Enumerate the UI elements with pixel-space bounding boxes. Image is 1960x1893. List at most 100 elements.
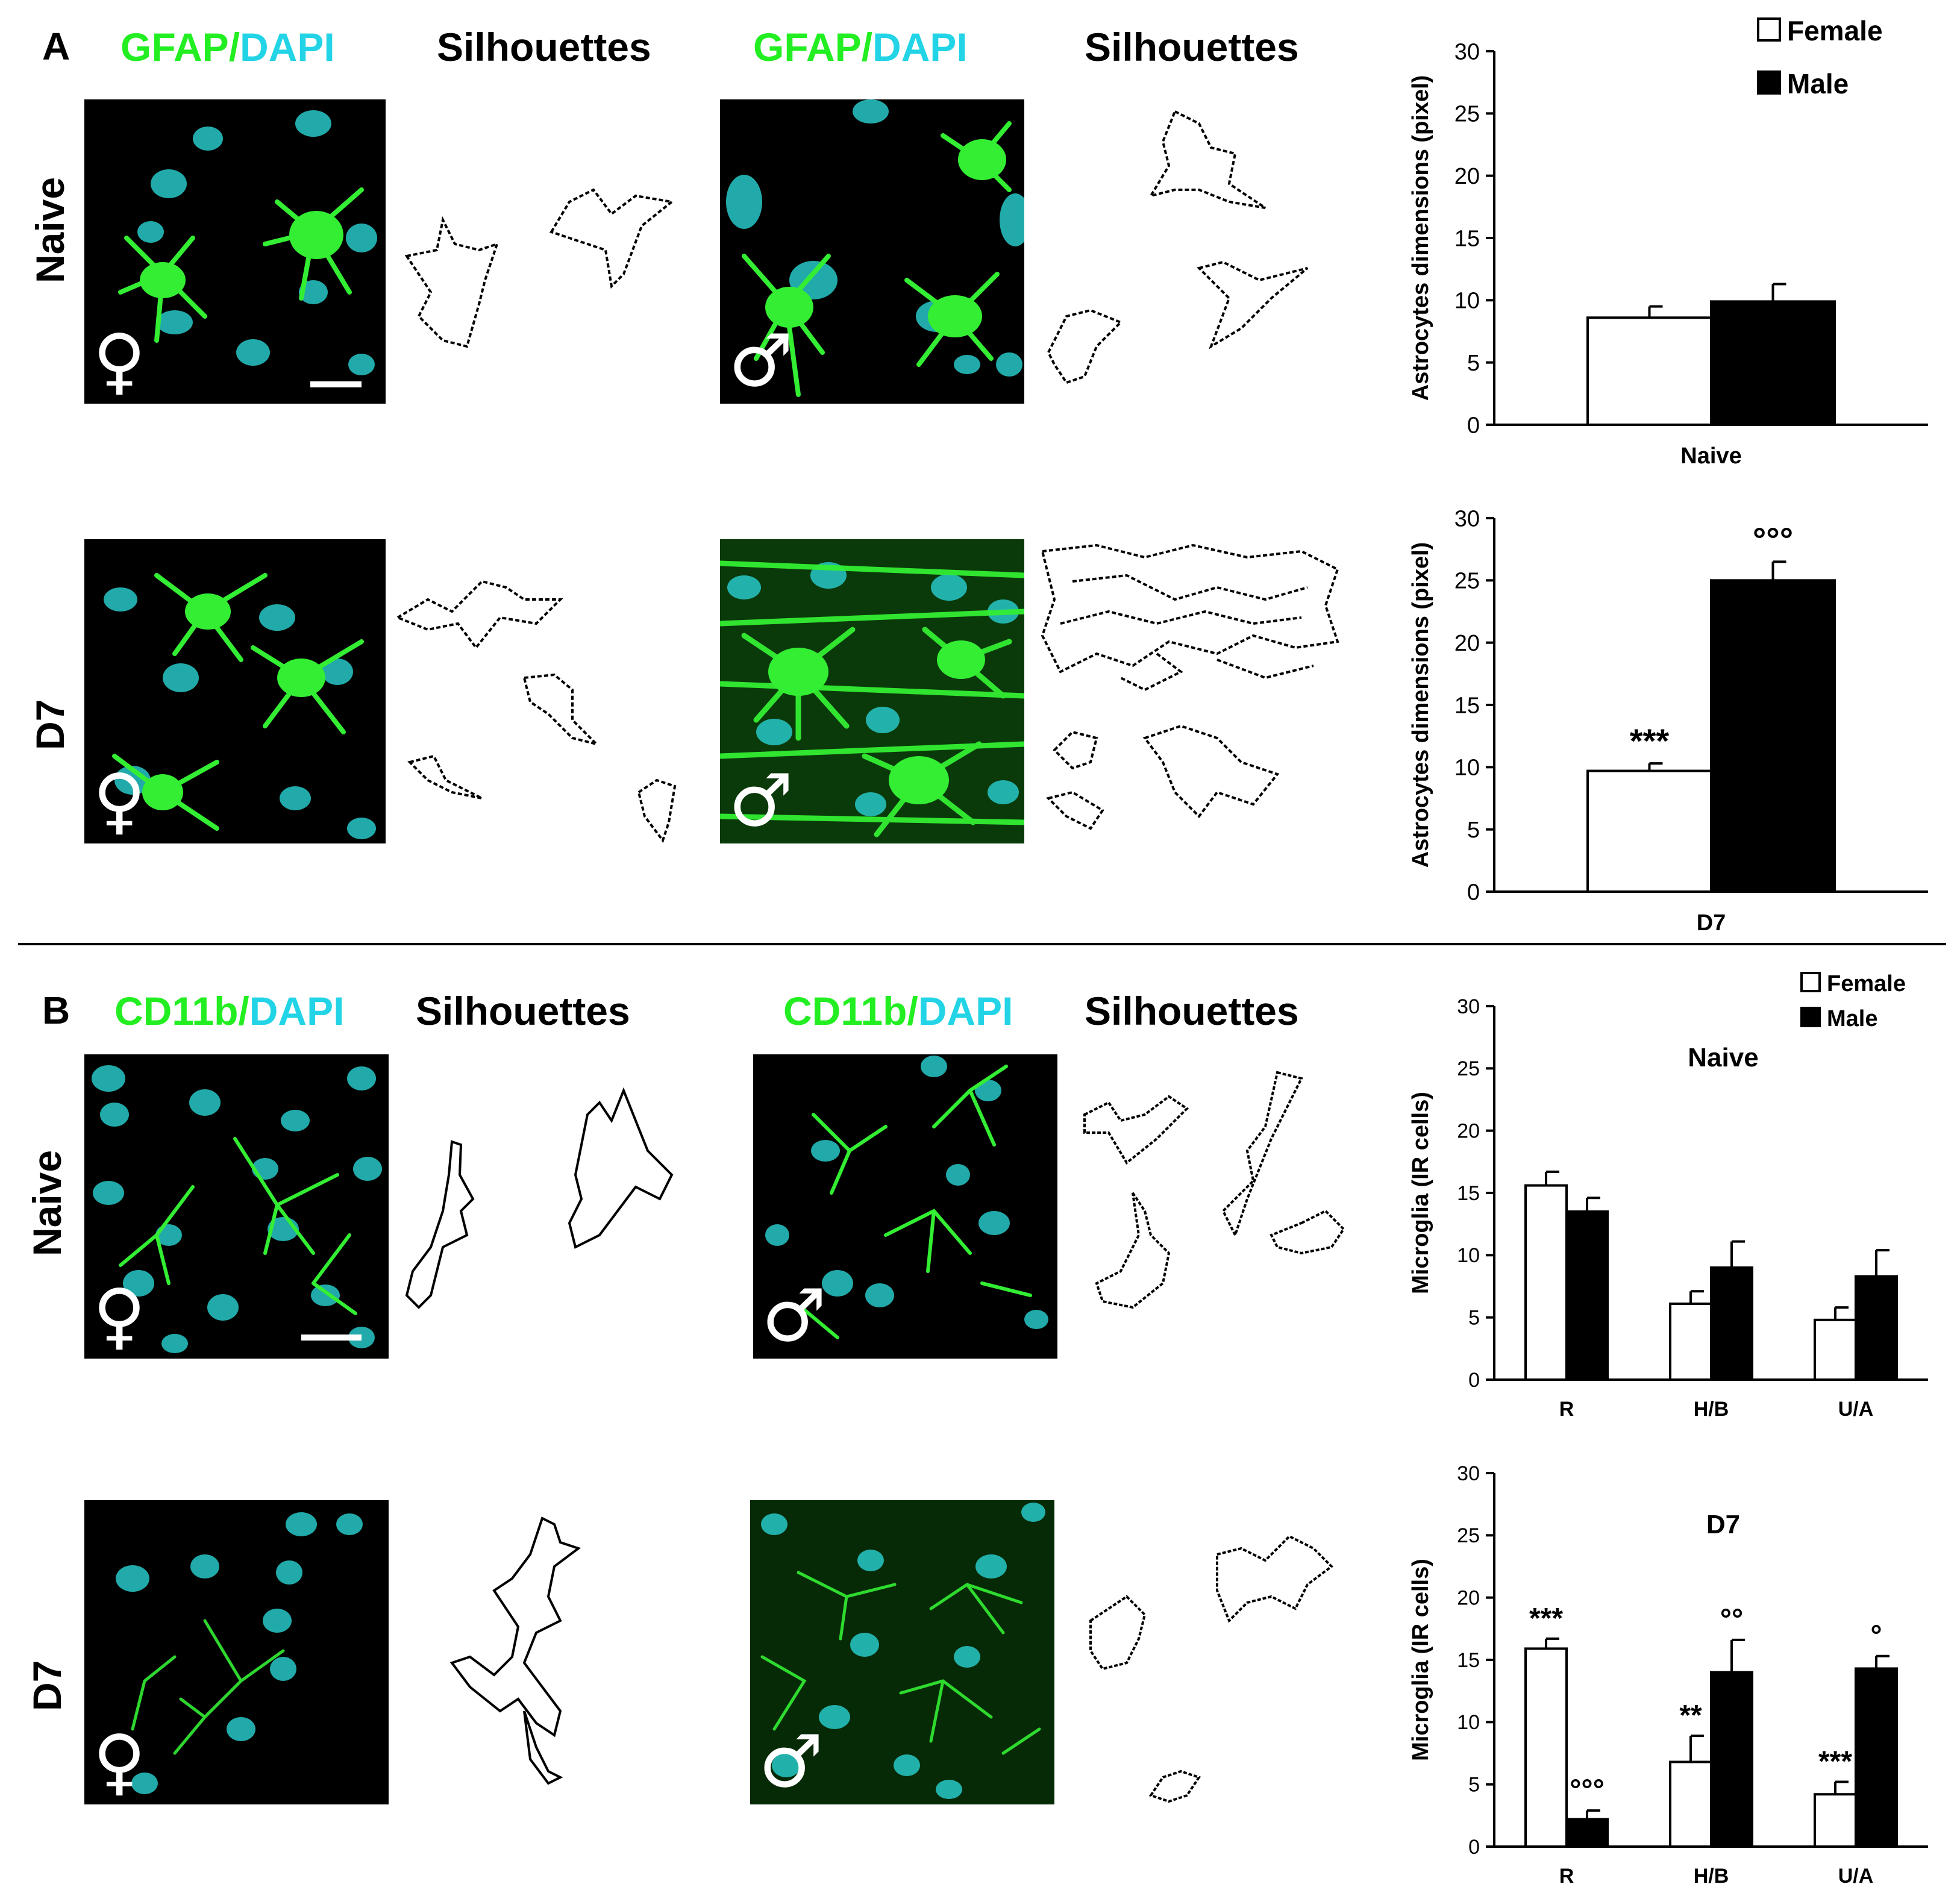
micrograph-gfap-female-d7: ♀: [84, 539, 386, 843]
x-tick-label: H/B: [1694, 1865, 1729, 1888]
micrograph-image: [750, 1500, 1054, 1804]
bar: [1524, 1647, 1568, 1848]
dapi-label: DAPI: [249, 989, 345, 1033]
y-tick-label: 0: [1467, 413, 1480, 438]
silhouettes-male-naive: [1030, 99, 1344, 404]
stain-label: CD11b: [783, 989, 907, 1033]
bar: [1524, 1184, 1568, 1381]
stain-label: CD11b: [114, 989, 239, 1033]
row-label-d7-b: D7: [25, 1660, 69, 1711]
male-symbol-icon: ♂: [728, 759, 794, 843]
micrograph-cd11b-female-d7: ♀: [84, 1500, 389, 1804]
x-tick-label: R: [1559, 1398, 1574, 1421]
micrograph-image: [765, 1056, 1048, 1339]
bar: [1586, 769, 1712, 893]
y-tick-label: 30: [1457, 995, 1480, 1018]
scale-bar: [310, 381, 362, 387]
y-tick-label: 25: [1457, 1524, 1480, 1547]
micrograph-image: [92, 1065, 382, 1353]
chart-inner-title: Naive: [1688, 1043, 1758, 1072]
dapi-label: DAPI: [872, 25, 968, 69]
y-tick-label: 0: [1468, 1836, 1480, 1859]
significance-mark: °: [1870, 1620, 1882, 1652]
y-tick-label: 5: [1467, 351, 1480, 376]
significance-mark: ***: [1818, 1746, 1852, 1778]
chart-astrocytes-d7: 0 5 10 15 20 25 30 Astrocytes dimensions (pixel…: [1408, 506, 1928, 934]
row-label-d7-a: D7: [28, 699, 72, 750]
silhouette-outlines: [1047, 110, 1309, 384]
legend-swatch: [1757, 70, 1781, 95]
micrograph-image: [104, 573, 376, 839]
y-axis-label: Astrocytes dimensions (pixel): [1408, 542, 1433, 868]
y-tick-label: 20: [1454, 631, 1480, 656]
y-tick-label: 10: [1457, 1244, 1480, 1267]
y-tick-label: 5: [1468, 1307, 1480, 1330]
bar: [1855, 1667, 1898, 1848]
y-tick-label: 20: [1457, 1587, 1480, 1610]
bar: [1710, 1266, 1753, 1381]
bar: [1710, 1671, 1753, 1848]
stain-label: GFAP: [121, 25, 229, 69]
header-silhouettes-1: Silhouettes: [437, 25, 651, 69]
legend-swatch: [1800, 972, 1821, 992]
chart-microglia-naive: 0 5 10 15 20 25 30 Microglia (IR cells) R H/B U/A N…: [1408, 971, 1928, 1421]
significance-mark: **: [1679, 1700, 1702, 1732]
y-tick-label: 25: [1454, 569, 1480, 594]
micrograph-cd11b-female-naive: ♀: [84, 1054, 389, 1359]
micrograph-image: [118, 110, 377, 375]
male-symbol-icon: ♂: [762, 1274, 827, 1358]
micrograph-gfap-male-naive: ♂: [720, 99, 1024, 404]
y-tick-label: 20: [1454, 164, 1480, 189]
panel-letter-b: B: [42, 989, 70, 1032]
silhouettes-female-d7-b: [434, 1506, 627, 1789]
silhouette-outlines: [1089, 1535, 1334, 1803]
bar: [1669, 1302, 1712, 1381]
bar: [1814, 1318, 1857, 1381]
x-tick-label: U/A: [1838, 1865, 1874, 1888]
row-label-naive-a: Naive: [28, 177, 72, 283]
x-tick-label: R: [1559, 1865, 1574, 1888]
significance-mark: °°°: [1570, 1774, 1605, 1806]
header-gfap-dapi-1: GFAP/DAPI: [121, 24, 335, 70]
row-label-naive-b: Naive: [25, 1150, 69, 1256]
silhouettes-male-naive-b: [1072, 1054, 1362, 1359]
legend-label: Female: [1787, 15, 1883, 46]
x-tick-label: U/A: [1838, 1398, 1874, 1421]
x-tick-label: D7: [1697, 910, 1726, 934]
female-symbol-icon: ♀: [93, 1720, 146, 1804]
stain-label: GFAP: [753, 25, 862, 69]
y-tick-label: 5: [1467, 818, 1480, 843]
y-tick-label: 30: [1454, 506, 1480, 531]
x-tick-label: Naive: [1680, 443, 1741, 467]
silhouette-outlines: [1041, 543, 1339, 830]
legend-swatch: [1800, 1007, 1821, 1027]
bar: [1710, 300, 1836, 426]
x-tick-label: H/B: [1694, 1398, 1729, 1421]
header-cd11b-dapi-1: CD11b/DAPI: [114, 988, 344, 1034]
silhouette-outlines: [1083, 1071, 1345, 1309]
micrograph-image: [116, 1512, 363, 1794]
y-tick-label: 15: [1454, 226, 1480, 251]
stain-sep: /: [861, 25, 873, 69]
dapi-label: DAPI: [240, 25, 335, 69]
silhouette-outlines: [404, 188, 675, 348]
header-gfap-dapi-2: GFAP/DAPI: [753, 24, 968, 70]
legend-label: Male: [1827, 1006, 1877, 1031]
micrograph-gfap-female-naive: ♀: [84, 99, 386, 404]
silhouette-outlines: [449, 1516, 581, 1785]
legend-swatch: [1757, 17, 1781, 42]
legend-label: Female: [1827, 971, 1906, 997]
header-silhouettes-2: Silhouettes: [1085, 25, 1299, 69]
panel-divider: [18, 943, 1946, 945]
bar: [1710, 579, 1836, 893]
micrograph-cd11b-male-d7: ♂: [750, 1500, 1054, 1804]
silhouettes-male-d7: [1036, 533, 1344, 846]
silhouettes-male-d7-b: [1079, 1512, 1356, 1813]
bar: [1565, 1210, 1609, 1381]
y-tick-label: 20: [1457, 1120, 1480, 1143]
micrograph-image: [720, 539, 1024, 843]
y-tick-label: 15: [1457, 1182, 1480, 1205]
chart-astrocytes-naive: 0 5 10 15 20 25 30 Astrocytes dimensions (pixel…: [1408, 15, 1928, 467]
dapi-label: DAPI: [918, 989, 1013, 1033]
